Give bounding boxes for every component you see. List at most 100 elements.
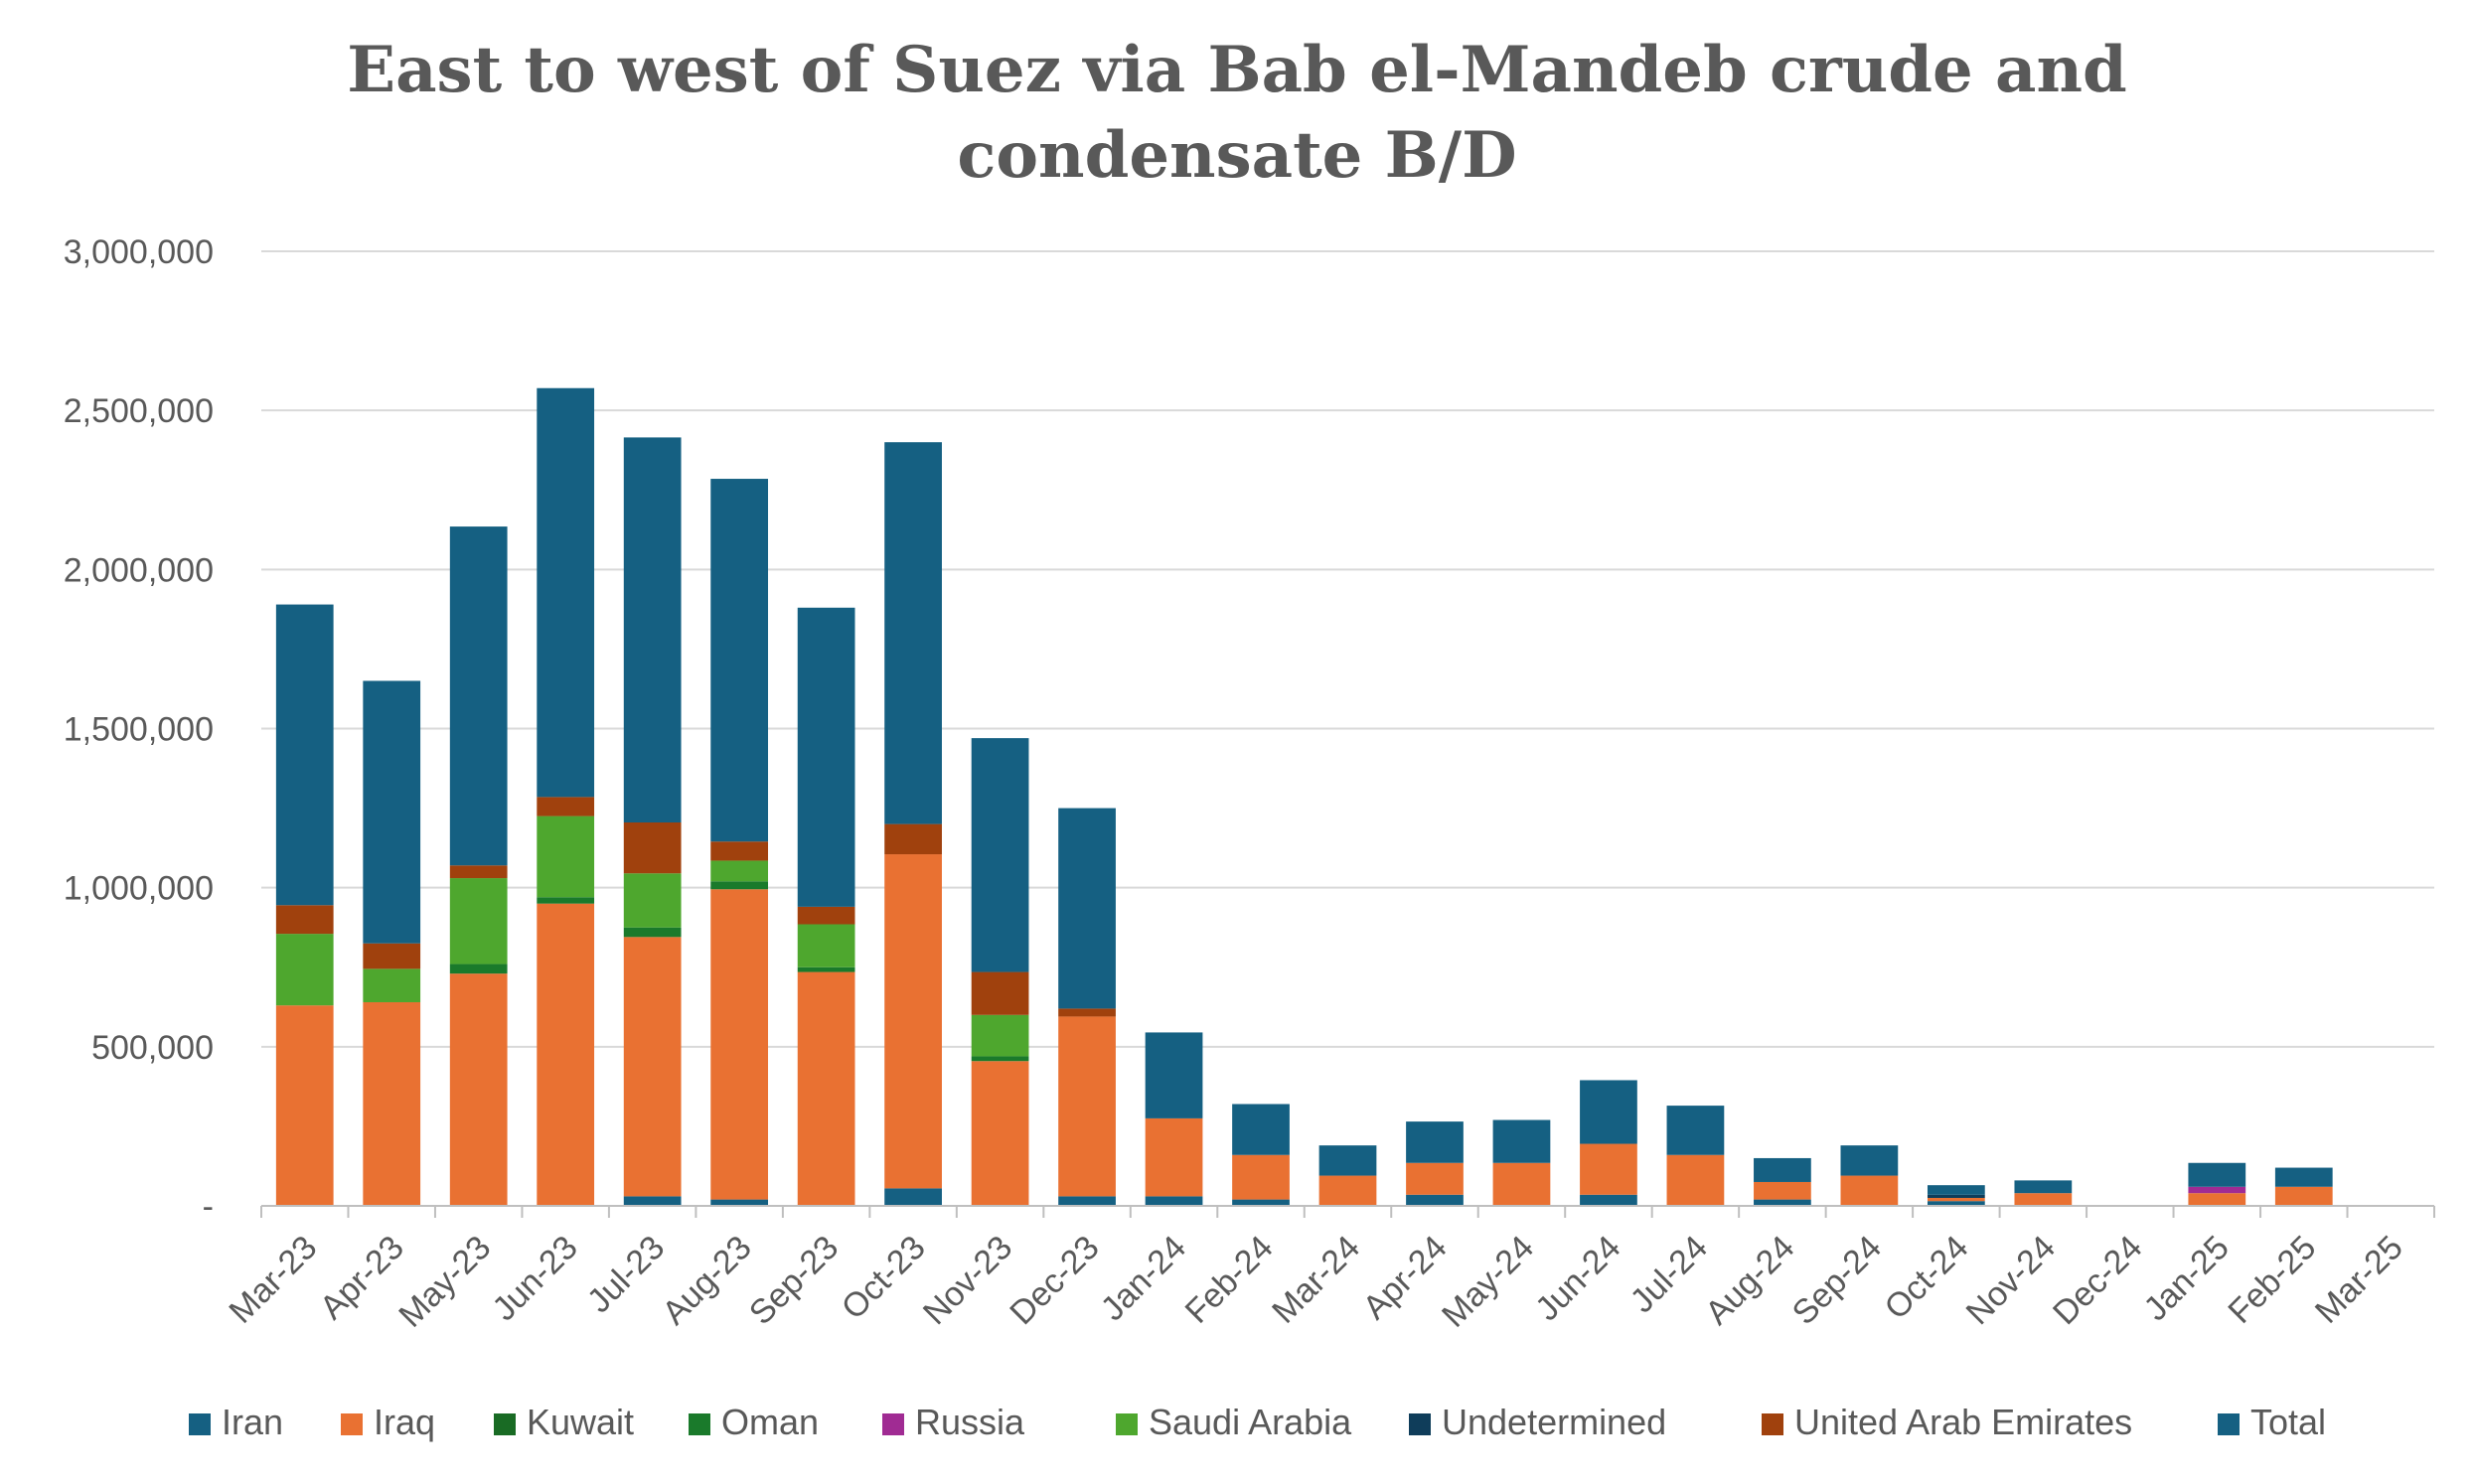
bar-segment-united-arab-emirates <box>623 821 682 874</box>
x-tick-label: Aug-23 <box>655 1229 758 1332</box>
bar-segment-total <box>1754 1199 1811 1206</box>
legend-swatch <box>1116 1413 1138 1435</box>
bar-segment-saudi-arabia <box>710 860 769 882</box>
x-tick-label: May-23 <box>391 1229 498 1335</box>
bar-stack-Dec-23 <box>1058 808 1116 1206</box>
bars <box>275 387 2333 1206</box>
legend-item-saudi-arabia: Saudi Arabia <box>1116 1402 1352 1442</box>
bar-segment-iraq <box>971 1061 1029 1206</box>
bar-segment-oman <box>710 881 769 890</box>
bar-segment-iraq <box>363 1001 421 1206</box>
bar-stack-Oct-23 <box>884 442 942 1206</box>
legend-swatch <box>341 1413 363 1435</box>
bar-segment-iran <box>1580 1080 1637 1144</box>
y-tick-label: 2,000,000 <box>64 551 214 589</box>
bar-segment-total <box>710 1199 769 1206</box>
bar-segment-iraq <box>710 889 769 1200</box>
bar-segment-total <box>1927 1201 1985 1206</box>
bar-segment-iraq <box>797 971 855 1206</box>
bar-segment-saudi-arabia <box>971 1014 1029 1057</box>
x-tick-label: Nov-24 <box>1959 1229 2063 1332</box>
legend-swatch <box>189 1413 211 1435</box>
legend-item-united-arab-emirates: United Arab Emirates <box>1762 1402 2132 1442</box>
bar-segment-iran <box>1232 1104 1290 1155</box>
bar-segment-iraq <box>884 854 942 1189</box>
bar-stack-Jan-24 <box>1145 1032 1203 1206</box>
bar-segment-united-arab-emirates <box>971 971 1029 1015</box>
bar-segment-total <box>1145 1196 1203 1206</box>
bar-segment-total <box>884 1188 942 1206</box>
bar-segment-united-arab-emirates <box>710 841 769 861</box>
bar-segment-iran <box>1406 1121 1464 1163</box>
bar-stack-Aug-24 <box>1754 1157 1811 1206</box>
bar-segment-iraq <box>2014 1193 2073 1206</box>
bar-stack-May-23 <box>449 526 508 1206</box>
bar-segment-united-arab-emirates <box>884 823 942 855</box>
bar-segment-iraq <box>1840 1175 1899 1206</box>
bar-segment-oman <box>971 1056 1029 1062</box>
bar-segment-iran <box>884 442 942 824</box>
bar-segment-saudi-arabia <box>623 873 682 928</box>
bar-segment-total <box>1058 1196 1116 1206</box>
bar-stack-Jul-24 <box>1666 1106 1725 1206</box>
bar-segment-iraq <box>1145 1117 1203 1197</box>
legend-item-iran: Iran <box>189 1402 283 1442</box>
x-tick-label: Oct-23 <box>835 1229 933 1327</box>
legend-swatch <box>882 1413 904 1435</box>
y-axis-ticks: - 500,000 1,000,000 1,500,000 2,000,000 2,500… <box>64 233 214 1226</box>
bar-segment-total <box>1580 1194 1637 1206</box>
bar-segment-total <box>1406 1194 1464 1206</box>
legend-item-iraq: Iraq <box>341 1402 435 1442</box>
x-tick-label: Aug-24 <box>1698 1229 1801 1332</box>
bar-segment-saudi-arabia <box>363 968 421 1002</box>
legend: Iran Iraq Kuwait Oman Russia Saudi Arabia Unde… <box>189 1402 2326 1442</box>
bar-segment-united-arab-emirates <box>1058 1008 1116 1017</box>
bar-segment-iraq <box>2274 1186 2333 1206</box>
legend-swatch <box>2218 1413 2240 1435</box>
bar-stack-Aug-23 <box>710 479 769 1206</box>
x-tick-label: Oct-24 <box>1877 1229 1975 1327</box>
bar-segment-iran <box>1666 1106 1725 1155</box>
bar-stack-Nov-24 <box>2014 1180 2073 1206</box>
bar-segment-iran <box>797 607 855 907</box>
bar-stack-Feb-24 <box>1232 1104 1290 1206</box>
x-tick-label: Mar-25 <box>2308 1229 2410 1331</box>
bar-segment-iran <box>449 526 508 866</box>
legend-item-oman: Oman <box>689 1402 819 1442</box>
chart-title: East to west of Suez via Bab el-Mandeb c… <box>0 28 2474 199</box>
legend-label: Undetermined <box>1442 1402 1666 1442</box>
bar-stack-Nov-23 <box>971 738 1029 1206</box>
x-tick-label: Jan-25 <box>2137 1229 2237 1328</box>
x-tick-label: Jun-23 <box>485 1229 584 1328</box>
bar-segment-iran <box>623 437 682 822</box>
bar-segment-undetermined <box>1927 1194 1985 1198</box>
legend-item-total: Total <box>2218 1402 2326 1442</box>
legend-item-undetermined: Undetermined <box>1409 1402 1666 1442</box>
x-tick-label: Sep-24 <box>1785 1229 1889 1332</box>
x-tick-label: Nov-23 <box>916 1229 1019 1332</box>
y-tick-label: 2,500,000 <box>64 392 214 430</box>
bar-stack-Sep-24 <box>1840 1145 1899 1206</box>
bar-segment-iraq <box>449 973 508 1206</box>
x-tick-label: Mar-24 <box>1265 1229 1367 1331</box>
legend-label: Saudi Arabia <box>1149 1402 1352 1442</box>
x-tick-label: Dec-23 <box>1003 1229 1106 1332</box>
legend-item-kuwait: Kuwait <box>494 1402 634 1442</box>
legend-swatch <box>689 1413 710 1435</box>
y-tick-label: 500,000 <box>91 1029 214 1067</box>
bar-stack-Apr-24 <box>1406 1121 1464 1206</box>
legend-label: Kuwait <box>527 1402 634 1442</box>
bar-segment-iran <box>1145 1032 1203 1118</box>
bar-stack-Oct-24 <box>1927 1185 1985 1206</box>
bar-segment-iran <box>1492 1119 1551 1163</box>
bar-segment-oman <box>623 927 682 938</box>
bar-stack-Jun-24 <box>1580 1080 1637 1206</box>
x-axis-ticks: Mar-23Apr-23May-23Jun-23Jul-23Aug-23Sep-… <box>222 1229 2410 1335</box>
x-tick-label: Dec-24 <box>2046 1229 2149 1332</box>
y-tick-label: 1,000,000 <box>64 870 214 908</box>
legend-swatch <box>494 1413 516 1435</box>
bar-stack-Jul-23 <box>623 437 682 1206</box>
bar-segment-oman <box>797 966 855 972</box>
bar-stack-Jan-25 <box>2188 1162 2246 1206</box>
